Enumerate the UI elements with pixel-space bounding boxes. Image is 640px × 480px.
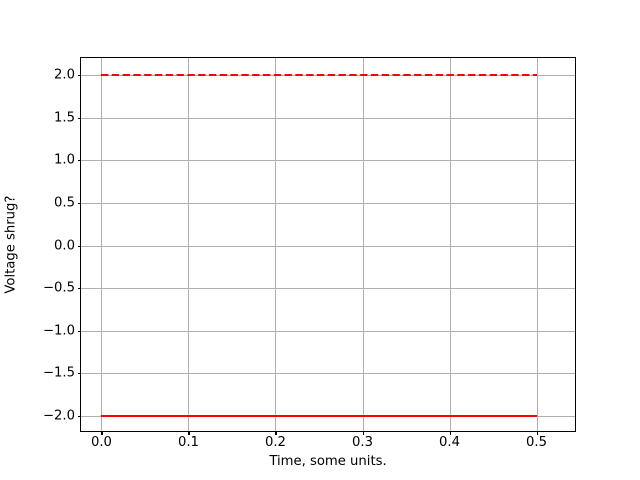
- y-tick-mark: [77, 160, 81, 162]
- x-tick-label: 0.3: [352, 435, 373, 450]
- x-tick-label: 0.2: [264, 435, 286, 450]
- y-tick-mark: [77, 117, 81, 119]
- x-tick-mark: [275, 431, 277, 435]
- x-tick-mark: [188, 431, 190, 435]
- y-axis-label: Voltage shrug?: [0, 57, 22, 432]
- x-tick-label: 0.0: [90, 435, 112, 450]
- gridline-horizontal: [81, 202, 575, 204]
- y-tick-label: 0.0: [54, 237, 75, 253]
- y-tick-mark: [77, 373, 81, 375]
- y-tick-label: 1.5: [54, 110, 75, 126]
- x-tick-label: 0.1: [177, 435, 199, 450]
- y-tick-label: −2.0: [42, 408, 75, 424]
- y-tick-mark: [77, 288, 81, 290]
- y-tick-mark: [77, 330, 81, 332]
- x-tick-label: 0.5: [526, 435, 548, 450]
- y-tick-mark: [77, 75, 81, 77]
- gridline-vertical: [449, 58, 451, 431]
- y-tick-label: −1.5: [42, 365, 75, 381]
- gridline-horizontal: [81, 160, 575, 162]
- x-tick-mark: [101, 431, 103, 435]
- y-tick-label: 1.0: [54, 152, 75, 168]
- gridline-vertical: [101, 58, 103, 431]
- y-tick-label: 0.5: [54, 195, 75, 211]
- x-tick-label: 0.4: [439, 435, 461, 450]
- y-tick-mark: [77, 202, 81, 205]
- y-tick-label: −1.0: [42, 323, 75, 339]
- gridline-vertical: [275, 58, 277, 431]
- y-tick-mark: [77, 415, 81, 418]
- gridline-horizontal: [81, 373, 575, 375]
- x-tick-mark: [449, 431, 451, 435]
- x-tick-mark: [362, 431, 364, 435]
- gridline-vertical: [188, 58, 190, 431]
- y-tick-label: 2.0: [54, 67, 75, 83]
- x-axis-label: Time, some units.: [80, 455, 576, 468]
- gridline-horizontal: [81, 330, 575, 332]
- x-tick-mark: [536, 431, 538, 435]
- gridline-vertical: [362, 58, 364, 431]
- y-axis-label-text: Voltage shrug?: [3, 195, 19, 294]
- series-line-upper-level: [101, 73, 537, 77]
- plot-axes: 0.0 0.1 0.2 0.3 0.4 0.5 −2.0 −1.5 −1.0 −0.5 0.0 0.…: [43, 57, 576, 449]
- y-tick-mark: [77, 245, 81, 247]
- gridline-horizontal: [81, 117, 575, 119]
- plot-area: [81, 58, 575, 431]
- gridline-horizontal: [81, 245, 575, 247]
- series-line-lower-level: [101, 414, 537, 417]
- x-axis-label-text: Time, some units.: [269, 454, 387, 469]
- gridline-horizontal: [81, 288, 575, 290]
- gridline-vertical: [536, 58, 538, 431]
- y-tick-label: −0.5: [42, 280, 75, 296]
